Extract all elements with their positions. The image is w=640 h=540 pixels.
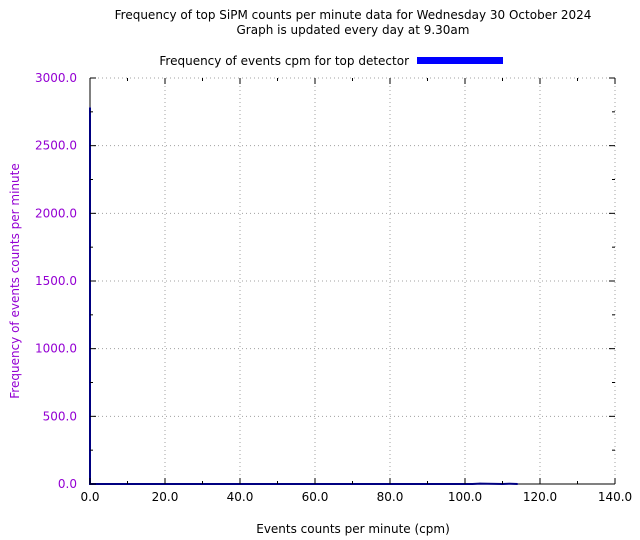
x-tick-label: 140.0 [598, 490, 632, 504]
series-layer [89, 106, 519, 486]
x-tick-label: 120.0 [523, 490, 557, 504]
data-point [479, 482, 481, 485]
y-tick-label: 3000.0 [35, 71, 77, 85]
data-point [509, 482, 511, 485]
y-tick-label: 500.0 [43, 409, 77, 423]
x-tick-label: 20.0 [152, 490, 179, 504]
chart-subtitle: Graph is updated every day at 9.30am [237, 23, 470, 37]
data-point [89, 106, 91, 109]
data-point [471, 483, 474, 485]
data-point [96, 483, 99, 485]
x-tick-label: 60.0 [302, 490, 329, 504]
x-tick-label: 0.0 [80, 490, 99, 504]
plot-border [89, 77, 616, 485]
y-axis-label: Frequency of events counts per minute [8, 163, 22, 398]
x-tick-label: 80.0 [377, 490, 404, 504]
data-point [516, 483, 519, 485]
y-tick-label: 0.0 [58, 477, 77, 491]
x-tick-label: 40.0 [227, 490, 254, 504]
y-tick-label: 2000.0 [35, 206, 77, 220]
x-tick-label: 100.0 [448, 490, 482, 504]
legend-label: Frequency of events cpm for top detector [159, 54, 409, 68]
series-line [89, 107, 518, 486]
legend-swatch [417, 57, 503, 64]
x-axis-ticks: 0.0 20.0 40.0 60.0 80.0 100.0 120.0 140.0 [80, 78, 632, 504]
grid [90, 78, 615, 484]
chart-title: Frequency of top SiPM counts per minute … [115, 8, 592, 22]
x-axis-label: Events counts per minute (cpm) [256, 522, 450, 536]
y-tick-label: 2500.0 [35, 139, 77, 153]
y-axis-ticks: 0.0 500.0 1000.0 1500.0 2000.0 2500.0 3000.0 [35, 71, 615, 491]
y-tick-label: 1500.0 [35, 274, 77, 288]
y-tick-label: 1000.0 [35, 342, 77, 356]
